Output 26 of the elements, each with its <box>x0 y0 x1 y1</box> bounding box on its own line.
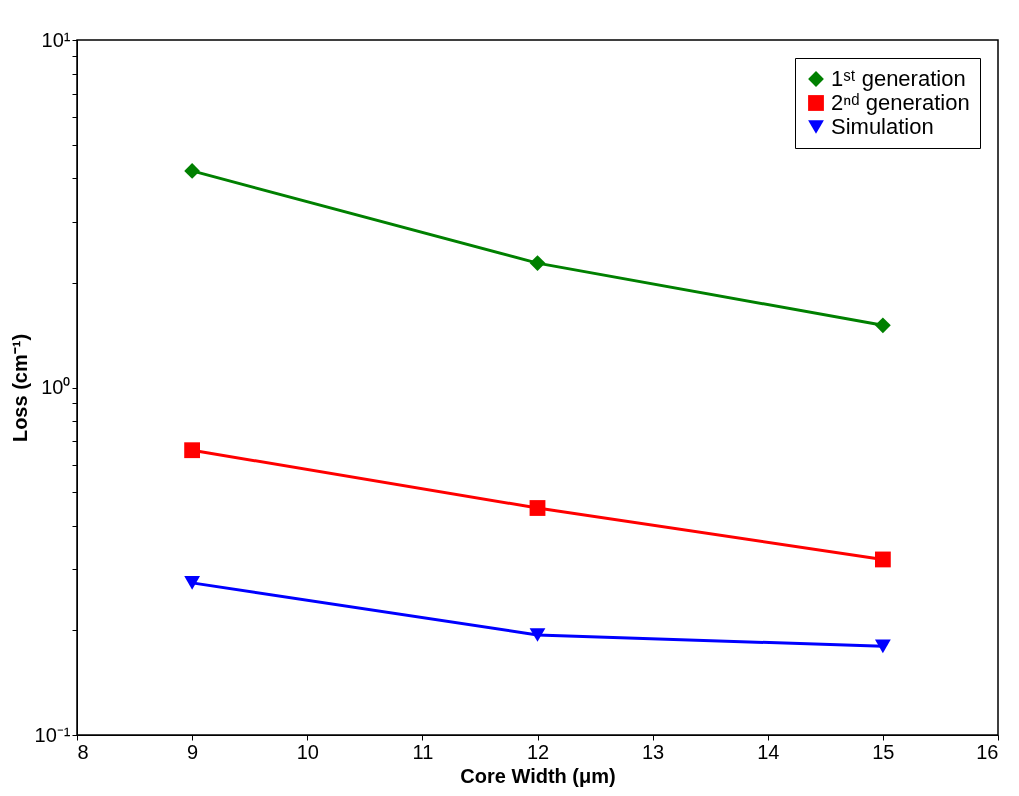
x-tick-label: 11 <box>412 740 434 763</box>
y-tick-label: 10⁻¹ <box>34 723 71 746</box>
x-tick-label: 15 <box>872 740 895 763</box>
x-tick-label: 16 <box>976 740 999 763</box>
point <box>184 163 201 179</box>
point <box>529 255 546 272</box>
point <box>874 639 891 654</box>
x-tick-label: 13 <box>642 740 665 763</box>
point <box>874 317 891 334</box>
point <box>184 576 201 590</box>
x-tick-label: 14 <box>757 740 780 763</box>
x-tick-label: 8 <box>77 740 89 763</box>
legend-label: 2ⁿᵈ generation <box>831 90 970 115</box>
x-tick-label: 9 <box>187 740 199 763</box>
legend-label: Simulation <box>831 114 934 139</box>
y-tick-label: 10¹ <box>41 28 71 51</box>
point <box>874 551 891 568</box>
point <box>529 500 546 516</box>
x-tick-label: 12 <box>526 740 550 763</box>
x-tick-label: 10 <box>296 740 319 763</box>
point <box>184 442 201 459</box>
x-axis-title: Core Width (μm) <box>460 764 616 787</box>
point <box>529 628 546 642</box>
legend-label: 1ˢᵗ generation <box>831 66 966 91</box>
y-axis-title: Loss (cm⁻¹) <box>8 333 31 443</box>
y-tick-label: 10⁰ <box>41 376 71 398</box>
